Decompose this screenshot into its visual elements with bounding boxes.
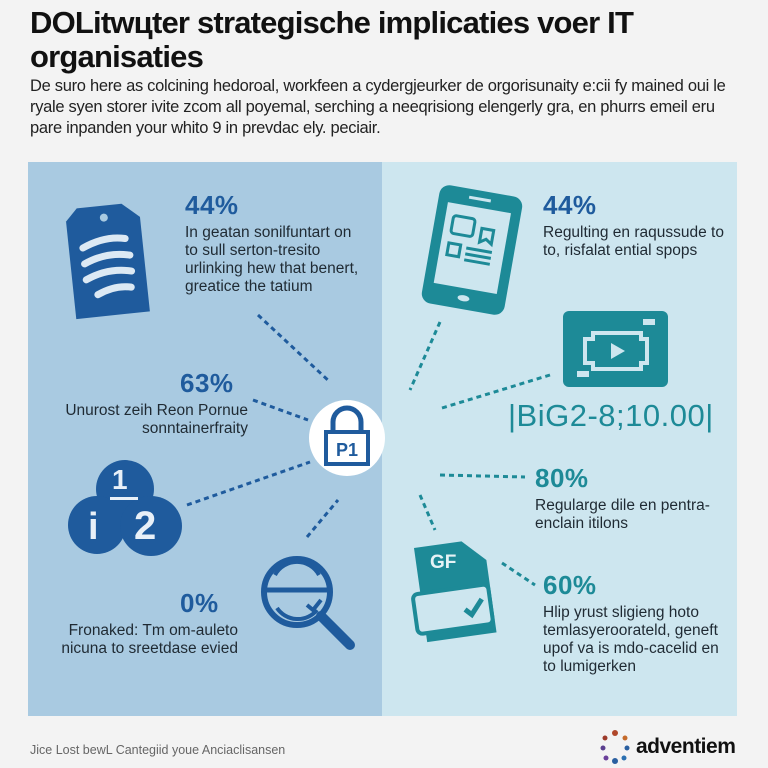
tablet-icon <box>421 185 523 315</box>
fraction-denominator: 2 <box>134 504 157 548</box>
intro-paragraph: De suro here as colcining hedoroal, work… <box>30 77 726 137</box>
stat-value: 44% <box>185 190 239 220</box>
magnifier-icon <box>261 556 355 650</box>
brand-name: adventiem <box>636 735 736 758</box>
connector-line <box>439 473 526 479</box>
info-letter: i <box>88 506 99 548</box>
connector-line <box>252 398 309 422</box>
stat-value: 60% <box>543 570 597 600</box>
connector-line <box>418 494 437 531</box>
stat-description: Unurost zeih Reon Pornue sonntainerfrait… <box>65 402 248 437</box>
stat-value: 44% <box>543 190 597 220</box>
fraction-icon: 1 i 2 <box>68 460 188 560</box>
connector-line <box>408 321 442 391</box>
connector-line <box>256 313 332 384</box>
footer-text: Jice Lost bewL Cantegiid youe Anciaclisa… <box>30 743 286 757</box>
padlock-icon <box>324 405 370 466</box>
center-label: P1 <box>335 440 359 460</box>
logo-icon <box>600 730 630 764</box>
video-player-icon <box>563 311 668 387</box>
stat-description: Regulting en raqussude to to, risfalat e… <box>543 224 724 259</box>
stat-description: Hlip yrust sligieng hoto temlasyeroorate… <box>543 604 719 675</box>
stat-value: 0% <box>180 588 219 618</box>
fraction-bar <box>110 497 138 500</box>
fraction-numerator: 1 <box>112 464 128 495</box>
center-lock-badge: P1 <box>309 400 385 476</box>
brand-logo: adventiem <box>600 730 736 764</box>
document-check-icon: GF <box>410 532 510 644</box>
clipboard-icon <box>66 203 150 320</box>
connector-line <box>441 373 551 410</box>
stat-value: 80% <box>535 463 589 493</box>
stat-description: In geatan sonilfuntart on to sull serton… <box>185 224 359 295</box>
connector-line <box>305 499 340 538</box>
connector-line <box>186 460 311 507</box>
document-label: GF <box>430 552 457 573</box>
connector-line <box>501 561 536 587</box>
code-readout: |BiG2-8;10.00| <box>508 398 714 433</box>
stat-description: Regularge dile en pentra-enclain itilons <box>535 497 710 532</box>
stat-value: 63% <box>180 368 234 398</box>
stat-description: Fronaked: Tm om-auleto nicuna to sreetda… <box>61 622 238 657</box>
page-title: DOLitwцter strategische implicaties voer… <box>30 5 634 74</box>
